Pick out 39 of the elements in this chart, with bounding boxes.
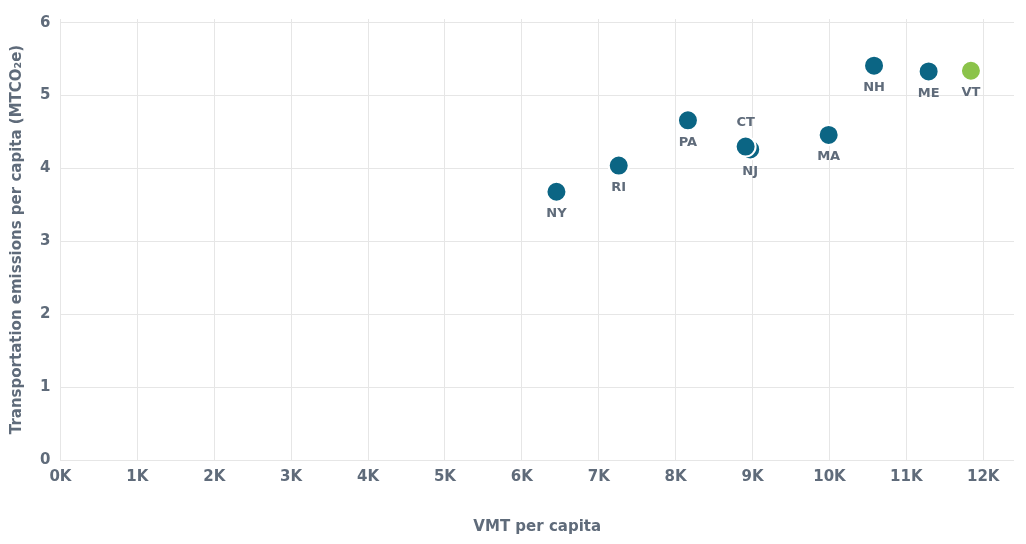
y-axis-title: Transportation emissions per capita (MTCO₂e) [6,44,25,435]
annotation: NY [546,205,568,221]
point [676,109,699,132]
point [607,154,630,177]
point [959,59,982,82]
point [545,180,568,203]
point [917,60,940,83]
annotation: CT [736,113,755,129]
x-tick-label: 10K [813,466,848,485]
x-tick-label: 1K [126,466,150,485]
x-axis-title: VMT per capita [473,516,602,535]
y-tick-label: 1 [40,377,51,395]
point [734,135,757,158]
x-tick-label: 4K [357,466,381,485]
y-tick-label: 4 [40,158,51,177]
x-tick-label: 9K [741,466,765,485]
annotation: NJ [742,162,759,178]
annotation: ME [917,84,940,100]
annotation: PA [678,133,698,149]
y-tick-label: 3 [40,231,51,250]
point [817,123,840,146]
x-tick-label: 2K [203,466,227,485]
annotation: RI [611,178,627,194]
y-tick-label: 0 [40,449,51,468]
annotation: VT [961,84,981,100]
x-tick-label: 6K [510,466,535,485]
annotation: NH [863,79,885,95]
y-tick-label: 6 [40,12,51,31]
x-tick-label: 12K [966,466,1001,485]
x-tick-label: 7K [587,466,612,485]
x-tick-label: 8K [664,466,689,485]
annotation: MA [817,148,841,164]
x-tick-label: 3K [280,466,304,485]
x-tick-label: 11K [890,466,924,485]
x-tick-label: 5K [433,466,458,485]
x-tick-label: 0K [49,466,73,485]
y-tick-label: 2 [40,304,51,323]
y-tick-label: 5 [40,85,51,104]
point [863,54,886,77]
